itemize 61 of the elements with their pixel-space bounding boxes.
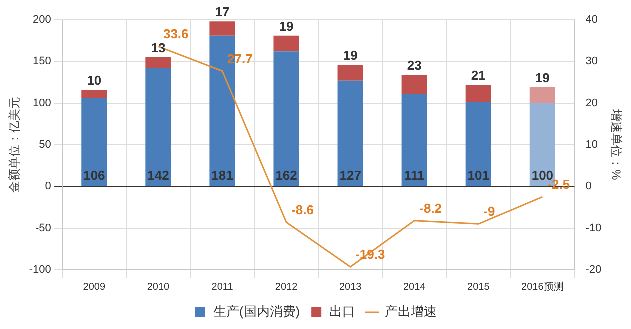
data-label: 106 bbox=[84, 168, 106, 184]
data-label: 162 bbox=[276, 168, 298, 184]
y2-tick-label: 20 bbox=[586, 97, 598, 110]
data-label: 19 bbox=[535, 70, 550, 86]
data-label: 33.6 bbox=[163, 26, 189, 42]
bar bbox=[210, 22, 236, 36]
y2-tick-label: -10 bbox=[586, 222, 602, 234]
y2-tick-label: 40 bbox=[586, 14, 598, 26]
data-label: -8.2 bbox=[420, 200, 442, 216]
data-label: 19 bbox=[279, 18, 294, 34]
data-label: 101 bbox=[468, 168, 490, 184]
bar bbox=[82, 90, 108, 98]
y-axis-title: 金额单位：亿美元 bbox=[8, 97, 22, 193]
bar bbox=[274, 52, 300, 186]
data-label: 19 bbox=[343, 48, 358, 64]
data-label: 111 bbox=[404, 168, 425, 184]
data-label: 23 bbox=[407, 58, 422, 74]
y-tick-label: 100 bbox=[33, 97, 52, 110]
data-label: 142 bbox=[148, 168, 170, 184]
x-tick-label: 2015 bbox=[468, 282, 490, 293]
bar bbox=[146, 58, 172, 68]
y2-tick-label: 10 bbox=[586, 139, 598, 152]
bar bbox=[274, 36, 300, 52]
bar bbox=[530, 88, 556, 104]
y2-tick-label: -20 bbox=[586, 264, 602, 276]
legend-label: 产出增速 bbox=[385, 304, 438, 320]
y-tick-label: 150 bbox=[33, 56, 52, 68]
bar bbox=[402, 94, 428, 186]
data-label: 181 bbox=[212, 168, 234, 184]
x-tick-label: 2011 bbox=[212, 282, 234, 293]
legend-label: 生产(国内消费) bbox=[213, 304, 300, 320]
y-tick-label: -50 bbox=[36, 222, 52, 234]
data-label: 100 bbox=[532, 168, 554, 184]
bar bbox=[402, 75, 428, 94]
x-tick-label: 2013 bbox=[339, 282, 362, 293]
y2-axis-title: 增速单位：% bbox=[609, 108, 624, 181]
x-tick-label: 2009 bbox=[83, 282, 106, 293]
bar bbox=[146, 68, 172, 186]
bar bbox=[466, 85, 492, 102]
bar bbox=[82, 98, 108, 186]
y2-tick-label: 0 bbox=[586, 180, 592, 193]
y-tick-label: 0 bbox=[45, 180, 52, 193]
data-label: 17 bbox=[215, 4, 230, 20]
data-label: -9 bbox=[484, 204, 496, 220]
bar bbox=[338, 65, 364, 81]
data-label: 10 bbox=[87, 73, 102, 88]
y-tick-label: 200 bbox=[33, 14, 52, 26]
data-label: 127 bbox=[340, 168, 362, 184]
x-tick-label: 2012 bbox=[275, 282, 298, 293]
data-label: -8.6 bbox=[292, 202, 314, 218]
bar bbox=[338, 80, 364, 186]
y-tick-label: -100 bbox=[29, 264, 52, 276]
data-label: 13 bbox=[151, 40, 166, 56]
legend-label: 出口 bbox=[330, 304, 356, 320]
x-tick-label: 2016预测 bbox=[522, 280, 564, 293]
bar bbox=[466, 102, 492, 186]
x-tick-label: 2014 bbox=[403, 282, 426, 293]
y-tick-label: 50 bbox=[39, 139, 52, 152]
x-tick-label: 2010 bbox=[147, 282, 170, 293]
data-label: 21 bbox=[471, 68, 486, 84]
y2-tick-label: 30 bbox=[586, 56, 598, 68]
